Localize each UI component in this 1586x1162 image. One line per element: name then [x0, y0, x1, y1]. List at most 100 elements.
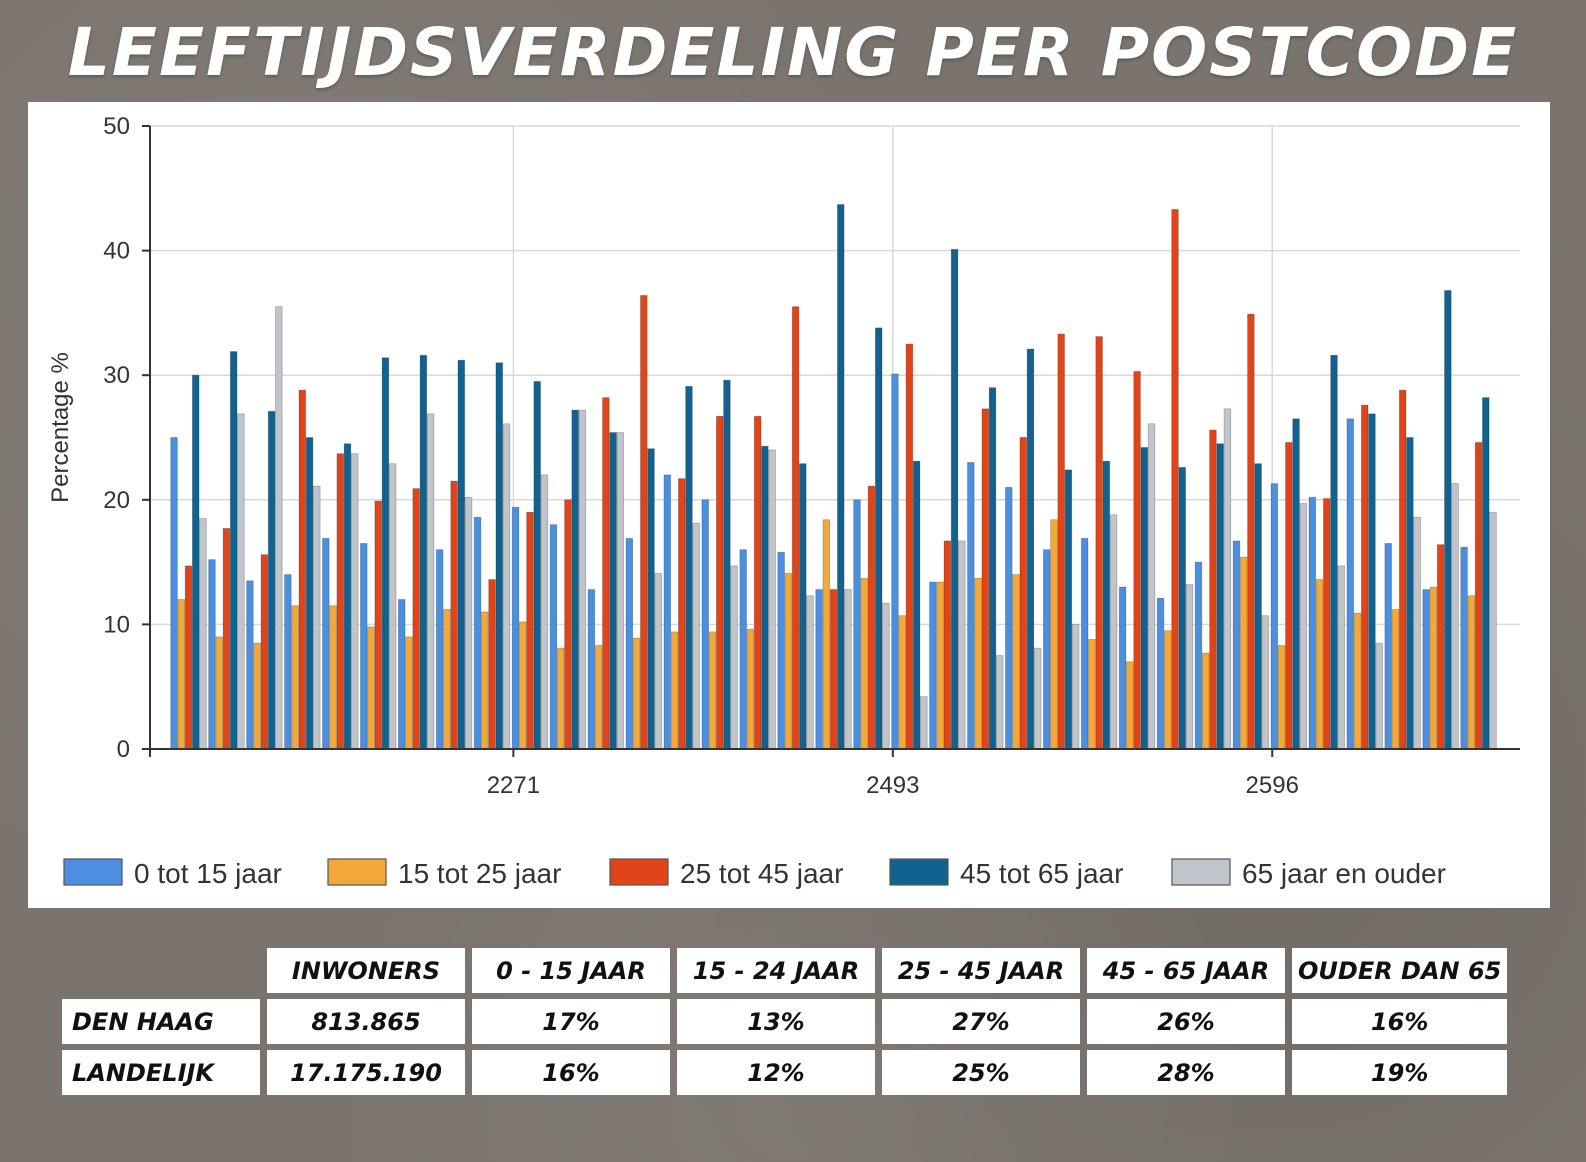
- bar: [1413, 516, 1421, 750]
- bar: [777, 551, 785, 750]
- bar: [1178, 466, 1186, 750]
- bar: [170, 437, 178, 750]
- bar: [246, 580, 254, 750]
- bar: [519, 621, 527, 750]
- bar: [1247, 313, 1255, 750]
- bar: [1019, 437, 1027, 750]
- bar: [829, 589, 838, 750]
- bar: [343, 443, 352, 750]
- table-corner: [62, 948, 260, 993]
- bar: [1482, 397, 1490, 750]
- bar: [481, 611, 489, 750]
- bar: [753, 415, 762, 750]
- bar: [761, 445, 769, 750]
- bar: [1422, 589, 1430, 750]
- bar: [1043, 549, 1051, 750]
- bar: [1467, 595, 1476, 750]
- bar: [502, 423, 511, 750]
- bar: [874, 327, 883, 750]
- bar: [905, 343, 914, 750]
- bar: [199, 518, 207, 750]
- bar: [640, 295, 648, 750]
- bar: [208, 559, 216, 750]
- bar: [988, 387, 997, 750]
- bar: [678, 478, 686, 750]
- legend-label: 0 tot 15 jaar: [134, 858, 282, 889]
- y-tick-label: 40: [103, 238, 130, 265]
- bar: [237, 413, 245, 750]
- bar: [1299, 503, 1308, 750]
- bar: [1292, 418, 1300, 750]
- x-tick-label: 2493: [866, 772, 919, 799]
- bar: [177, 599, 185, 750]
- row-label-landelijk: LANDELIJK: [62, 1050, 260, 1095]
- bar: [275, 306, 283, 750]
- bar: [284, 574, 292, 750]
- bar: [313, 485, 321, 750]
- bar: [1095, 336, 1103, 750]
- bar: [1270, 483, 1279, 750]
- bar: [1050, 519, 1058, 750]
- bar: [184, 565, 193, 750]
- bar: [1012, 574, 1020, 750]
- legend-swatch: [1171, 858, 1231, 886]
- bar: [1323, 498, 1331, 750]
- legend-swatch: [63, 858, 123, 886]
- bar: [367, 626, 375, 750]
- bar: [526, 511, 534, 750]
- bar: [898, 615, 906, 750]
- bar: [936, 581, 944, 750]
- bar: [1209, 429, 1217, 750]
- bar: [1474, 442, 1483, 750]
- bar: [1071, 624, 1080, 750]
- bar: [663, 474, 672, 750]
- bar: [1164, 630, 1172, 750]
- bar: [1315, 579, 1324, 750]
- bar: [1026, 348, 1035, 750]
- bar: [647, 448, 655, 750]
- bar: [730, 565, 738, 750]
- bar: [222, 528, 231, 750]
- bar: [1057, 333, 1065, 750]
- bar: [837, 204, 845, 750]
- bar: [1147, 423, 1156, 750]
- bar: [1216, 443, 1224, 750]
- table-cell: 28%: [1087, 1050, 1285, 1095]
- bar: [1194, 561, 1203, 750]
- y-tick-label: 10: [103, 611, 130, 638]
- legend-swatch: [609, 858, 669, 886]
- bar: [602, 397, 610, 750]
- bar: [1064, 469, 1073, 750]
- table-cell: 26%: [1087, 999, 1285, 1044]
- table-cell: 17.175.190: [267, 1050, 465, 1095]
- bar: [1384, 543, 1392, 750]
- legend-swatch: [327, 858, 387, 886]
- bar: [746, 628, 755, 750]
- bar: [1308, 496, 1317, 750]
- bar: [1368, 413, 1376, 750]
- bar: [360, 543, 368, 750]
- bar: [708, 631, 717, 750]
- legend-label: 45 tot 65 jaar: [960, 858, 1123, 889]
- bar: [1346, 418, 1354, 750]
- bar: [305, 437, 314, 750]
- row-label-den-haag: DEN HAAG: [62, 999, 260, 1044]
- bar: [191, 374, 200, 750]
- x-tick-label: 2271: [487, 772, 540, 799]
- bar: [1102, 460, 1111, 750]
- bar: [1254, 463, 1262, 750]
- chart-panel: 0 10 20 30 40 50 2271 2493 2596 Percentage % 0 tot…: [28, 102, 1550, 908]
- bar: [768, 449, 776, 750]
- legend-label: 65 jaar en ouder: [1242, 858, 1446, 889]
- bar: [723, 379, 731, 750]
- bar: [1285, 442, 1293, 750]
- bar: [397, 599, 406, 750]
- bar: [1156, 597, 1165, 750]
- bar: [488, 579, 496, 750]
- bar: [1033, 647, 1042, 750]
- table-header-row: INWONERS 0 - 15 JAAR 15 - 24 JAAR 25 - 4…: [62, 948, 1508, 993]
- bar: [405, 636, 413, 750]
- bar: [1375, 642, 1383, 750]
- bar: [336, 453, 345, 750]
- bar: [1391, 609, 1400, 750]
